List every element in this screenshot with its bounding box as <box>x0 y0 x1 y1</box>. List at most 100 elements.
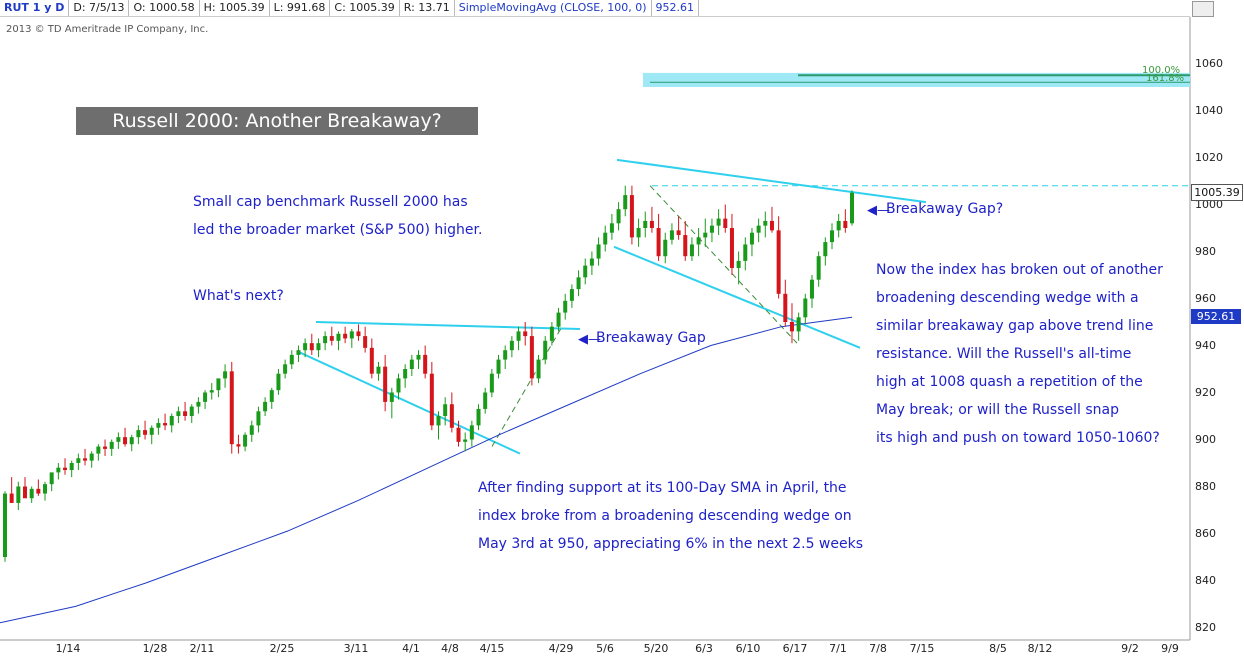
candle-body <box>423 354 428 374</box>
candle-body <box>189 406 194 416</box>
candle-body <box>383 366 388 402</box>
date-readout: D: 7/5/13 <box>69 0 130 16</box>
y-tick-label: 880 <box>1195 479 1216 493</box>
x-tick-label: 6/10 <box>735 642 761 655</box>
candle-body <box>396 378 401 393</box>
x-tick-label: 9/2 <box>1121 642 1139 655</box>
candle-body <box>776 230 781 294</box>
candle-body <box>49 472 54 485</box>
candle-body <box>796 317 801 332</box>
note-line: broadening descending wedge with a <box>876 290 1139 306</box>
candle-body <box>469 425 474 440</box>
x-tick-label: 9/9 <box>1161 642 1179 655</box>
left-arrow-icon: ◀— <box>578 332 601 347</box>
candle-body <box>63 467 68 471</box>
candle-body <box>56 467 61 473</box>
note-broken-out: Now the index has broken out of another … <box>876 256 1163 452</box>
candle-body <box>363 336 368 348</box>
candle-body <box>136 430 141 438</box>
candle-body <box>129 437 134 445</box>
candle-body <box>296 350 301 355</box>
breakout-path-1 <box>491 326 563 447</box>
candle-body <box>409 359 414 369</box>
sma-study-label[interactable]: SimpleMovingAvg (CLOSE, 100, 0) <box>455 0 652 16</box>
candle-body <box>169 416 174 426</box>
candle-body <box>569 289 574 301</box>
candle-body <box>149 427 154 435</box>
note-russell-led: Small cap benchmark Russell 2000 has led… <box>193 188 482 244</box>
candle-body <box>463 439 468 442</box>
candle-body <box>643 220 648 228</box>
candle-body <box>163 423 168 426</box>
y-tick-label: 1060 <box>1195 56 1223 70</box>
candle-body <box>636 228 641 238</box>
target-zone <box>643 72 1190 87</box>
candle-body <box>36 488 41 494</box>
candle-body <box>316 343 321 351</box>
candle-body <box>303 343 308 351</box>
candle-body <box>769 220 774 231</box>
window-menu-icon[interactable] <box>1192 1 1214 17</box>
candle-body <box>243 434 248 447</box>
candle-body <box>236 444 241 447</box>
candle-body <box>816 256 821 280</box>
last-price-label: 1005.39 <box>1191 184 1243 201</box>
fib-level-161: 161.8% <box>1146 73 1185 84</box>
candle-body <box>803 298 808 318</box>
note-line: Now the index has broken out of another <box>876 262 1163 278</box>
close-readout: C: 1005.39 <box>330 0 400 16</box>
wedge2-upper <box>616 158 927 204</box>
note-line: its high and push on toward 1050-1060? <box>876 430 1160 446</box>
candle-body <box>103 446 108 449</box>
candle-body <box>256 411 261 426</box>
candle-body <box>556 312 561 327</box>
x-tick-label: 7/8 <box>869 642 887 655</box>
candle-body <box>229 371 234 445</box>
candle-body <box>809 279 814 299</box>
candle-body <box>683 235 688 257</box>
y-tick-label: 900 <box>1195 432 1216 446</box>
breakaway-gap-question-label: Breakaway Gap? <box>886 201 1004 217</box>
candle-body <box>16 486 21 503</box>
candle-body <box>736 260 741 268</box>
candle-body <box>543 340 548 360</box>
candle-body <box>389 392 394 402</box>
candle-body <box>589 258 594 266</box>
candle-body <box>576 277 581 290</box>
candle-body <box>756 225 761 233</box>
candle-body <box>656 228 661 257</box>
candle-body <box>596 244 601 259</box>
candle-body <box>263 401 268 412</box>
candle-body <box>3 493 7 557</box>
candle-body <box>823 242 828 257</box>
candle-body <box>329 336 334 341</box>
symbol-selector[interactable]: RUT 1 y D <box>0 0 70 16</box>
candle-body <box>203 392 208 402</box>
x-tick-label: 4/15 <box>479 642 505 655</box>
x-tick-label: 4/1 <box>402 642 420 655</box>
candle-body <box>529 336 534 379</box>
candle-body <box>283 364 288 374</box>
candle-body <box>489 373 494 393</box>
sma-study-value: 952.61 <box>652 0 700 16</box>
candle-body <box>716 218 721 226</box>
x-tick-label: 3/11 <box>343 642 369 655</box>
candle-body <box>96 446 101 454</box>
x-tick-label: 5/6 <box>596 642 614 655</box>
candle-body <box>403 369 408 379</box>
candle-body <box>309 343 314 351</box>
y-tick-label: 920 <box>1195 385 1216 399</box>
candle-body <box>443 404 448 416</box>
note-support-sma: After finding support at its 100-Day SMA… <box>478 474 863 558</box>
note-line: similar breakaway gap above trend line <box>876 318 1154 334</box>
candle-body <box>616 209 621 224</box>
candle-body <box>276 373 281 391</box>
candle-body <box>509 340 514 351</box>
candle-body <box>83 458 88 461</box>
x-tick-label: 1/28 <box>142 642 168 655</box>
x-tick-label: 2/25 <box>269 642 295 655</box>
candle-body <box>23 486 28 499</box>
x-tick-label: 2/11 <box>189 642 215 655</box>
open-readout: O: 1000.58 <box>129 0 200 16</box>
candle-body <box>43 484 48 494</box>
